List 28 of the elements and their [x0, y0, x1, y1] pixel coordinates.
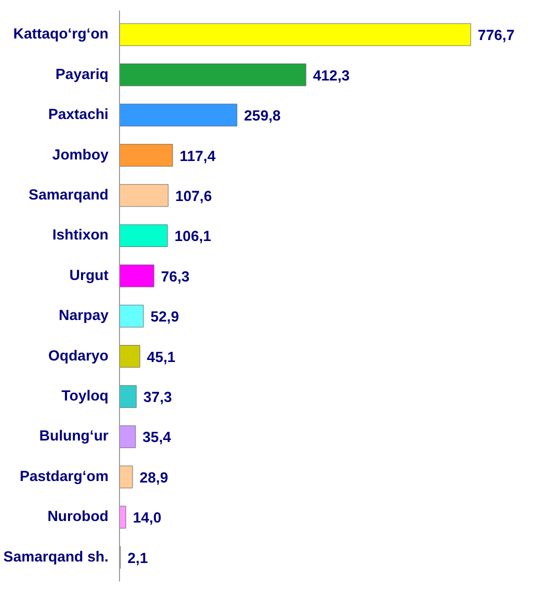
y-tick-label: Kattaqo‘rg‘on: [13, 26, 109, 43]
y-tick-label: Samarqand: [28, 187, 109, 204]
data-label: 14,0: [132, 510, 162, 527]
y-tick-label: Toyloq: [62, 388, 109, 405]
y-tick-label: Jomboy: [52, 147, 110, 164]
y-tick-label: Pastdarg‘om: [20, 468, 109, 485]
data-label: 2,1: [127, 550, 148, 567]
data-label: 107,6: [175, 188, 212, 205]
y-tick-label: Bulung‘ur: [39, 428, 109, 445]
data-label: 259,8: [244, 108, 281, 125]
y-tick-label: Ishtixon: [52, 228, 109, 244]
y-tick-label: Samarqand sh.: [3, 549, 109, 566]
data-label: 106,1: [174, 229, 212, 246]
data-label: 28,9: [140, 470, 168, 486]
data-label: 776,7: [478, 28, 514, 44]
data-label: 45,1: [146, 350, 176, 366]
data-label: 35,4: [142, 430, 172, 446]
y-tick-label: Narpay: [58, 308, 110, 324]
y-tick-label: Nurobod: [47, 509, 109, 526]
data-label: 412,3: [313, 68, 350, 84]
data-label: 52,9: [150, 310, 179, 326]
data-label: 117,4: [180, 148, 216, 165]
y-tick-label: Urgut: [69, 268, 109, 284]
data-label: 76,3: [161, 269, 190, 286]
y-tick-label: Oqdaryo: [48, 348, 109, 364]
y-tick-label: Payariq: [56, 66, 109, 83]
data-label: 37,3: [143, 390, 172, 406]
y-tick-label: Paxtachi: [48, 107, 109, 124]
